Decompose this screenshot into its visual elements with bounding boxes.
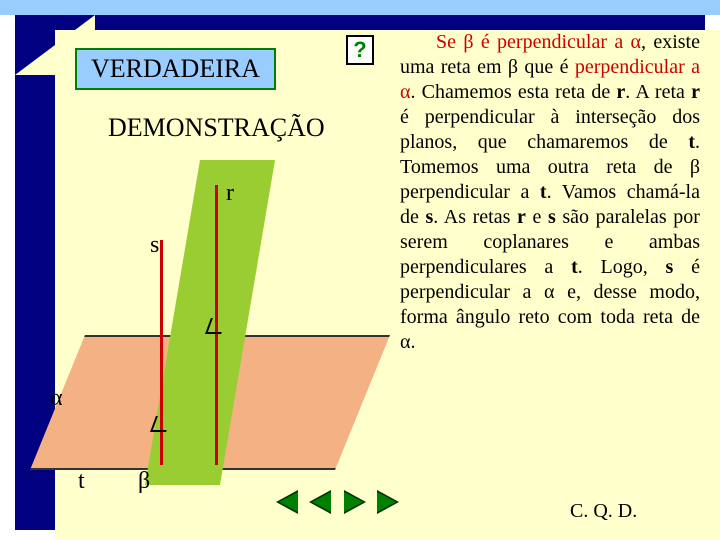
- help-button[interactable]: ?: [346, 35, 374, 65]
- badge-verdadeira: VERDADEIRA: [75, 48, 276, 90]
- label-t: t: [78, 468, 85, 495]
- nav-prev[interactable]: [301, 490, 331, 514]
- help-icon: ?: [353, 37, 366, 63]
- nav-prev-first[interactable]: [268, 490, 298, 514]
- label-r: r: [226, 180, 234, 207]
- cqd-text: C. Q. D.: [570, 500, 637, 523]
- nav-next[interactable]: [344, 490, 374, 514]
- label-s: s: [150, 232, 159, 259]
- label-alpha: α: [50, 385, 63, 412]
- nav-next-last[interactable]: [377, 490, 407, 514]
- badge-text: VERDADEIRA: [91, 54, 260, 83]
- label-beta: β: [138, 468, 150, 495]
- title-demonstracao: DEMONSTRAÇÃO: [108, 113, 325, 143]
- proof-paragraph: Se β é perpendicular a α, existe uma ret…: [400, 30, 700, 355]
- slide: VERDADEIRA DEMONSTRAÇÃO r s α β t Se β é…: [0, 0, 720, 540]
- geometry-diagram: r s α β t: [30, 170, 400, 520]
